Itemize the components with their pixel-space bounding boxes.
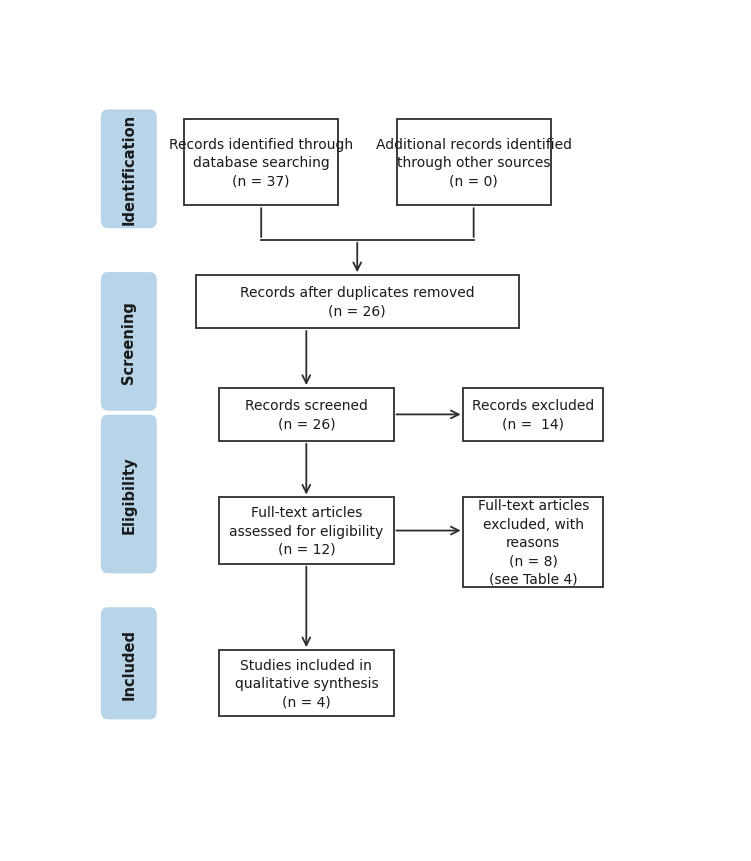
Text: Screening: Screening xyxy=(122,300,136,383)
FancyBboxPatch shape xyxy=(101,273,157,412)
Text: Full-text articles
assessed for eligibility
(n = 12): Full-text articles assessed for eligibil… xyxy=(229,505,384,556)
Text: Full-text articles
excluded, with
reasons
(n = 8)
(see Table 4): Full-text articles excluded, with reason… xyxy=(478,499,589,586)
FancyBboxPatch shape xyxy=(397,120,550,206)
FancyBboxPatch shape xyxy=(463,498,603,587)
Text: Eligibility: Eligibility xyxy=(122,455,136,533)
Text: Records screened
(n = 26): Records screened (n = 26) xyxy=(245,399,368,431)
FancyBboxPatch shape xyxy=(101,110,157,229)
Text: Records identified through
database searching
(n = 37): Records identified through database sear… xyxy=(169,138,353,189)
Text: Records after duplicates removed
(n = 26): Records after duplicates removed (n = 26… xyxy=(240,286,475,319)
FancyBboxPatch shape xyxy=(196,276,519,329)
Text: Records excluded
(n =  14): Records excluded (n = 14) xyxy=(472,399,595,431)
FancyBboxPatch shape xyxy=(463,388,603,442)
FancyBboxPatch shape xyxy=(101,608,157,720)
Text: Identification: Identification xyxy=(122,115,136,225)
FancyBboxPatch shape xyxy=(101,415,157,573)
FancyBboxPatch shape xyxy=(219,650,394,716)
FancyBboxPatch shape xyxy=(184,120,339,206)
Text: Additional records identified
through other sources
(n = 0): Additional records identified through ot… xyxy=(376,138,572,189)
FancyBboxPatch shape xyxy=(219,388,394,442)
FancyBboxPatch shape xyxy=(219,498,394,564)
Text: Studies included in
qualitative synthesis
(n = 4): Studies included in qualitative synthesi… xyxy=(234,658,378,709)
Text: Included: Included xyxy=(122,628,136,699)
